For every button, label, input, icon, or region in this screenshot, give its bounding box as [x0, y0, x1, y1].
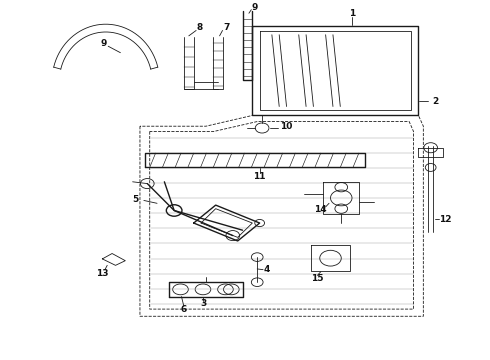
Text: 7: 7: [223, 23, 230, 32]
Text: 11: 11: [253, 172, 266, 181]
Text: 10: 10: [280, 122, 293, 131]
Text: 4: 4: [264, 265, 270, 274]
Text: 6: 6: [181, 305, 187, 314]
Text: 13: 13: [96, 269, 109, 278]
Text: 9: 9: [251, 3, 258, 12]
Text: 8: 8: [197, 23, 203, 32]
Text: 14: 14: [315, 205, 327, 214]
Text: 12: 12: [439, 215, 452, 224]
Text: 2: 2: [433, 96, 439, 105]
Text: 3: 3: [200, 299, 207, 308]
Text: 9: 9: [100, 39, 106, 48]
Text: 1: 1: [349, 9, 356, 18]
Text: 15: 15: [311, 274, 323, 283]
Text: 5: 5: [132, 195, 138, 204]
